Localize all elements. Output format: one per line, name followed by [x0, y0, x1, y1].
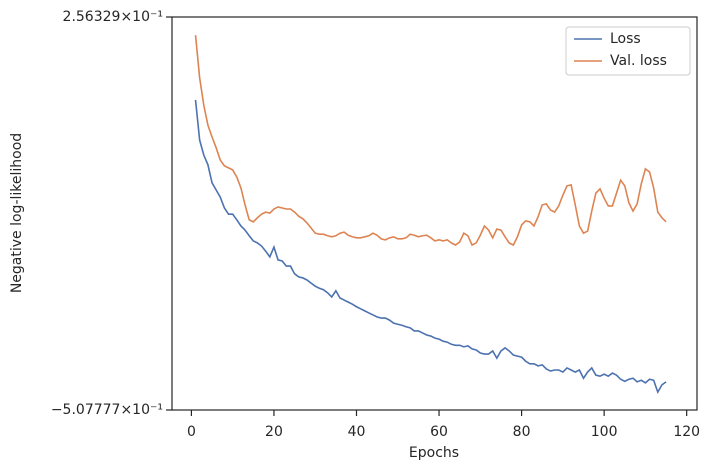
y-tick-label: 2.56329×10⁻¹	[63, 9, 163, 25]
y-axis-label: Negative log-likelihood	[9, 133, 25, 293]
y-tick-label: −5.07777×10⁻¹	[51, 402, 163, 418]
x-tick-label: 20	[265, 424, 283, 440]
x-tick-label: 60	[430, 424, 448, 440]
legend-label: Loss	[610, 31, 641, 47]
plot-frame	[171, 16, 698, 411]
x-axis-label: Epochs	[409, 445, 459, 461]
x-tick-label: 80	[513, 424, 531, 440]
x-tick-label: 100	[591, 424, 618, 440]
x-tick-label: 40	[348, 424, 366, 440]
line-series	[194, 35, 667, 247]
legend-label: Val. loss	[610, 53, 667, 69]
line-series	[194, 99, 667, 395]
x-tick-label: 0	[187, 424, 196, 440]
x-tick-label: 120	[673, 424, 700, 440]
